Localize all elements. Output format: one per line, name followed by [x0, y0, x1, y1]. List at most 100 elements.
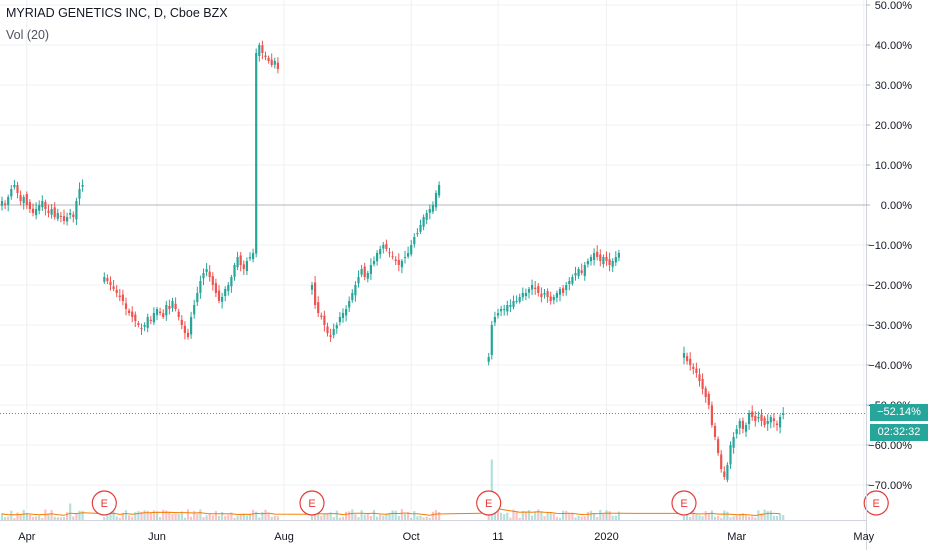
candle [38, 200, 41, 215]
earnings-marker[interactable]: E [476, 490, 502, 516]
volume-bar [310, 513, 314, 520]
candle [0, 196, 4, 211]
volume-bar [320, 515, 323, 520]
candle [403, 250, 407, 264]
earnings-marker[interactable]: E [671, 490, 697, 516]
candle [531, 279, 534, 296]
volume-bar [552, 513, 555, 520]
volume-bar [748, 516, 751, 520]
candle [348, 296, 351, 312]
candle [763, 415, 766, 428]
svg-text:E: E [680, 498, 687, 510]
candle [221, 292, 224, 309]
volume-bar [589, 510, 593, 520]
volume-bar [720, 517, 723, 520]
volume-bar [0, 513, 4, 520]
time-tick-label: 2020 [594, 531, 618, 543]
candle [273, 57, 276, 69]
candle [146, 313, 149, 333]
candle [729, 441, 732, 469]
candle [25, 191, 28, 210]
volume-bar [202, 517, 205, 520]
candle [506, 300, 509, 316]
volume-bar [171, 513, 174, 520]
volume-bar [540, 511, 543, 520]
volume-bar [332, 517, 335, 520]
volume-bar [131, 516, 134, 520]
candle [72, 211, 75, 223]
price-tick-label: 10.00% [875, 160, 913, 172]
candle [41, 195, 44, 211]
candle [230, 274, 233, 293]
candle [81, 179, 84, 192]
volume-bar [410, 517, 413, 520]
candle [252, 248, 255, 263]
earnings-marker[interactable]: E [863, 490, 889, 516]
volume-bar [698, 515, 701, 520]
volume-bar [16, 512, 19, 520]
candle [518, 293, 521, 304]
candle [270, 53, 273, 68]
volume-bar [236, 515, 239, 520]
volume-bar [121, 512, 124, 520]
candle [205, 263, 208, 277]
candle [248, 252, 252, 261]
volume-bar [199, 509, 202, 520]
candle [555, 290, 558, 303]
candle [19, 190, 22, 206]
volume-bar [779, 513, 782, 520]
volume-bar [692, 511, 695, 520]
candle [190, 311, 193, 339]
volume-bar [558, 517, 562, 520]
candle [549, 291, 552, 305]
candle [183, 321, 186, 340]
candle [419, 219, 422, 234]
candle [345, 305, 348, 322]
candle [599, 249, 602, 267]
time-tick-label: Mar [727, 531, 746, 543]
candle [217, 285, 221, 304]
candle [438, 181, 441, 198]
time-axis[interactable]: Apr Jun Aug Oct 11 2020 Mar May [18, 531, 874, 543]
volume-bar [760, 513, 763, 520]
candle [276, 57, 279, 74]
candle [400, 258, 403, 274]
volume-bar [407, 512, 410, 520]
volume-bar [713, 516, 717, 520]
volume-bar [772, 515, 775, 520]
price-tick-label: −40.00% [868, 360, 912, 372]
volume-bar [345, 511, 348, 520]
volume-bar [586, 511, 589, 520]
candle [329, 328, 332, 342]
volume-bar [35, 516, 38, 520]
candle [583, 261, 586, 281]
volume-bar [245, 515, 248, 520]
candle [35, 202, 38, 220]
candles [0, 40, 785, 483]
volume-indicator-label[interactable]: Vol (20) [6, 28, 50, 42]
candle [565, 281, 568, 296]
volume-bar [400, 509, 403, 520]
volume-bar [599, 509, 602, 520]
volume-bar [583, 516, 586, 520]
candle [137, 320, 140, 328]
candle [59, 211, 62, 223]
last-price-badge: −52.14% [870, 404, 928, 421]
volume-bar [221, 511, 224, 520]
candle [775, 420, 779, 431]
candle [78, 182, 81, 206]
candle [695, 362, 698, 378]
volume-bar [605, 510, 608, 520]
earnings-marker[interactable]: E [91, 490, 117, 516]
earnings-marker[interactable]: E [299, 490, 325, 516]
candle [552, 294, 555, 305]
price-tick-label: −20.00% [868, 280, 912, 292]
svg-text:E: E [873, 498, 880, 510]
volume-bar [273, 515, 276, 520]
volume-bars [0, 459, 785, 520]
candle [118, 288, 121, 302]
candle [428, 204, 431, 220]
candle [605, 251, 608, 266]
